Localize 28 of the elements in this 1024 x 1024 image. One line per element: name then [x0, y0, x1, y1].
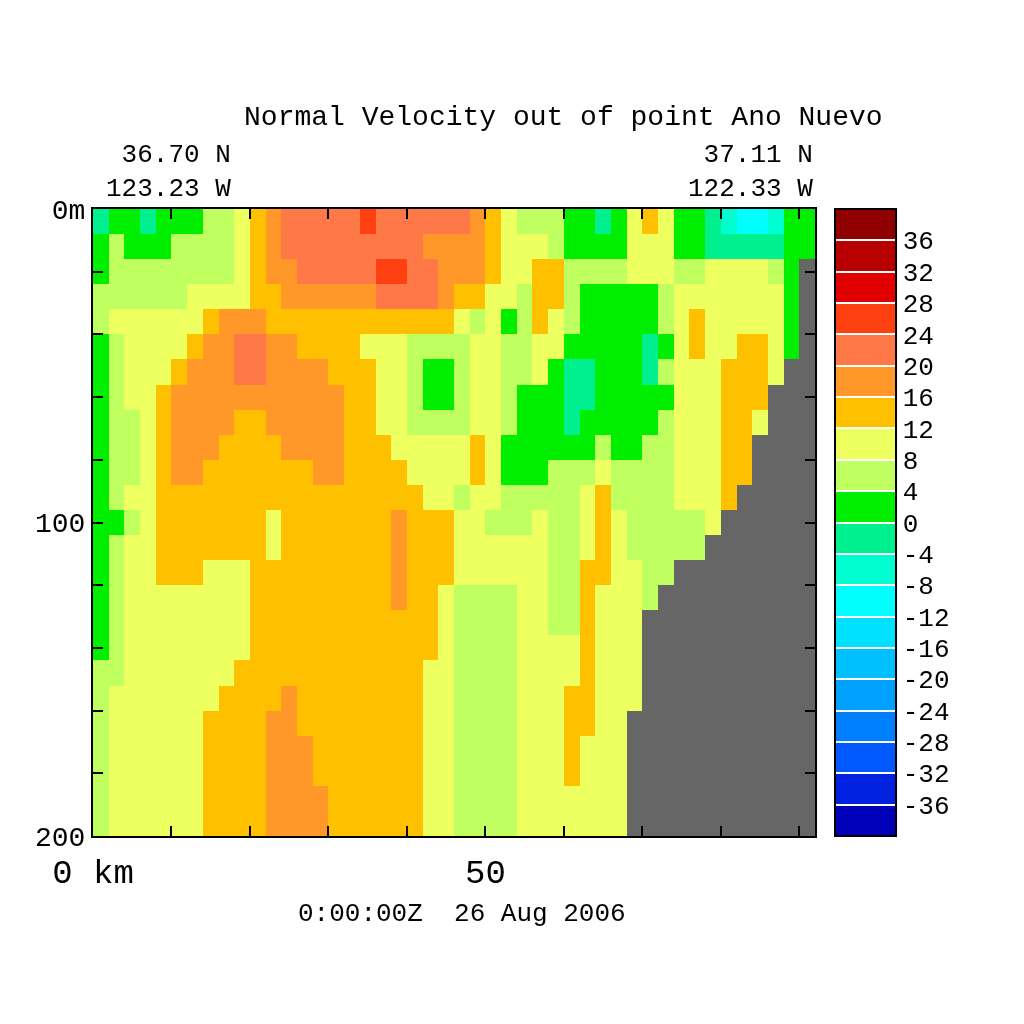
color-bar-label: 32	[902, 258, 934, 289]
color-bar-label: -20	[902, 666, 950, 697]
color-bar-label: -12	[902, 603, 950, 634]
color-bar-label: -16	[902, 635, 950, 665]
color-bar-label: 36	[902, 227, 934, 258]
color-bar-label: 12	[902, 415, 934, 446]
color-bar-label: -36	[902, 791, 950, 822]
x-tick-label: 0 km	[52, 854, 134, 893]
color-bar-label: 0	[902, 509, 919, 540]
y-tick-label: 100	[34, 509, 86, 541]
color-bar-label: -8	[902, 572, 934, 603]
color-bar-label: 4	[902, 478, 919, 509]
y-tick-label: 200	[34, 822, 86, 854]
y-tick-label: 0m	[51, 195, 86, 227]
color-bar-label: 28	[902, 290, 934, 321]
color-bar-label: -24	[902, 697, 950, 728]
color-bar-label: 24	[902, 321, 934, 352]
text: 0:00:00Z 26 Aug 2006	[298, 899, 626, 929]
text: 37.11 N 122.33 W	[688, 140, 814, 204]
color-bar-label: 8	[902, 446, 919, 477]
color-bar-label: -28	[902, 729, 950, 760]
x-tick-label: 50	[464, 854, 506, 893]
chart-title: Normal Velocity out of point Ano Nuevo	[244, 101, 883, 133]
color-bar-label: -32	[902, 760, 950, 791]
color-bar-label: -4	[902, 540, 934, 571]
color-bar-label: 16	[902, 384, 934, 415]
text: 36.70 N 123.23 W	[106, 140, 232, 204]
color-bar-label: 20	[902, 352, 934, 383]
